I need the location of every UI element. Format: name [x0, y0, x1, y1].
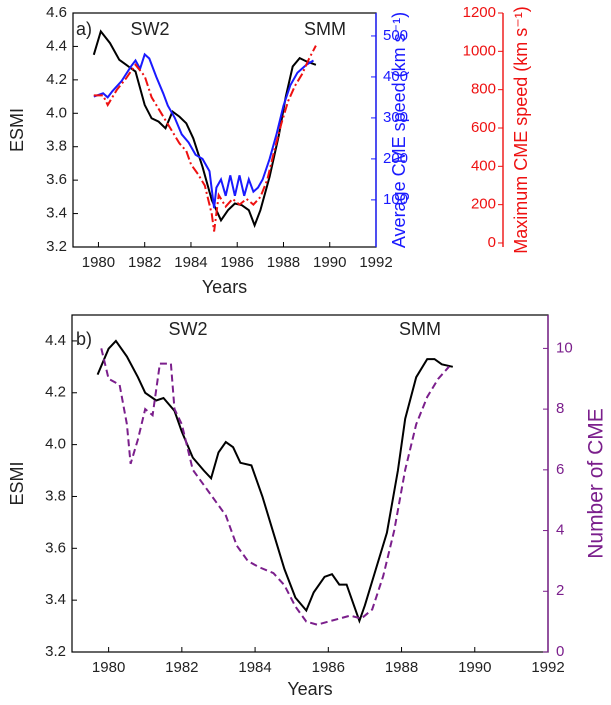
annotation: SMM [399, 319, 441, 339]
y3-tick-label: 0 [488, 234, 496, 251]
y2-axis-label: Number of CME [585, 408, 608, 559]
y-tick-label: 4.6 [46, 4, 67, 21]
x-tick-label: 1980 [92, 659, 125, 676]
annotation: SW2 [168, 319, 207, 339]
y2-tick-label: 6 [556, 461, 564, 478]
y-tick-label: 4.0 [46, 104, 67, 121]
x-tick-label: 1986 [221, 254, 254, 271]
y2-tick-label: 10 [556, 339, 573, 356]
y3-tick-label: 1000 [463, 42, 496, 59]
y2-tick-label: 400 [383, 68, 408, 85]
x-axis-label: Years [287, 679, 332, 699]
annotation: SMM [304, 19, 346, 39]
series-line [92, 29, 317, 229]
y2-tick-label: 0 [556, 643, 564, 660]
y-tick-label: 3.8 [45, 487, 66, 504]
y-tick-label: 4.0 [45, 436, 66, 453]
x-tick-label: 1988 [267, 254, 300, 271]
x-tick-label: 1982 [128, 254, 161, 271]
y2-tick-label: 300 [383, 109, 408, 126]
y-axis-label: ESMI [7, 461, 27, 505]
y2-tick-label: 8 [556, 400, 564, 417]
plot-frame [72, 12, 377, 248]
y-axis-label: ESMI [7, 108, 27, 152]
y2-tick-label: 100 [383, 191, 408, 208]
x-tick-label: 1982 [165, 659, 198, 676]
y2-axis-label: Average CME speed (km s⁻¹) [389, 12, 409, 248]
y2-tick-label: 4 [556, 522, 564, 539]
y2-tick-label: 200 [383, 150, 408, 167]
x-tick-label: 1990 [458, 659, 491, 676]
x-tick-label: 1984 [238, 659, 271, 676]
series-line [100, 348, 450, 626]
x-tick-label: 1990 [313, 254, 346, 271]
series-line [93, 45, 317, 232]
x-axis-label: Years [202, 277, 247, 297]
y-tick-label: 4.4 [45, 332, 66, 349]
y-tick-label: 3.2 [46, 238, 67, 255]
y-tick-label: 3.2 [45, 643, 66, 660]
x-tick-label: 1992 [531, 659, 564, 676]
x-tick-label: 1988 [385, 659, 418, 676]
y-tick-label: 3.6 [46, 171, 67, 188]
y2-tick-label: 2 [556, 582, 564, 599]
y3-tick-label: 1200 [463, 4, 496, 21]
y-tick-label: 4.4 [46, 37, 67, 54]
x-tick-label: 1992 [359, 254, 392, 271]
x-tick-label: 1984 [174, 254, 207, 271]
panel-label: a) [76, 19, 92, 39]
y3-tick-label: 800 [471, 81, 496, 98]
series-line [96, 339, 454, 624]
panel-label: b) [76, 329, 92, 349]
y-tick-label: 3.6 [45, 539, 66, 556]
y-tick-label: 4.2 [45, 384, 66, 401]
y-tick-label: 3.8 [46, 138, 67, 155]
y-tick-label: 3.4 [45, 591, 66, 608]
y2-tick-label: 500 [383, 27, 408, 44]
series-line [93, 52, 315, 209]
x-tick-label: 1980 [82, 254, 115, 271]
x-tick-label: 1986 [312, 659, 345, 676]
y-tick-label: 4.2 [46, 71, 67, 88]
y3-axis-label: Maximum CME speed (km s⁻¹) [511, 6, 531, 254]
y3-tick-label: 600 [471, 119, 496, 136]
y3-tick-label: 400 [471, 157, 496, 174]
annotation: SW2 [130, 19, 169, 39]
y-tick-label: 3.4 [46, 205, 67, 222]
y3-tick-label: 200 [471, 196, 496, 213]
